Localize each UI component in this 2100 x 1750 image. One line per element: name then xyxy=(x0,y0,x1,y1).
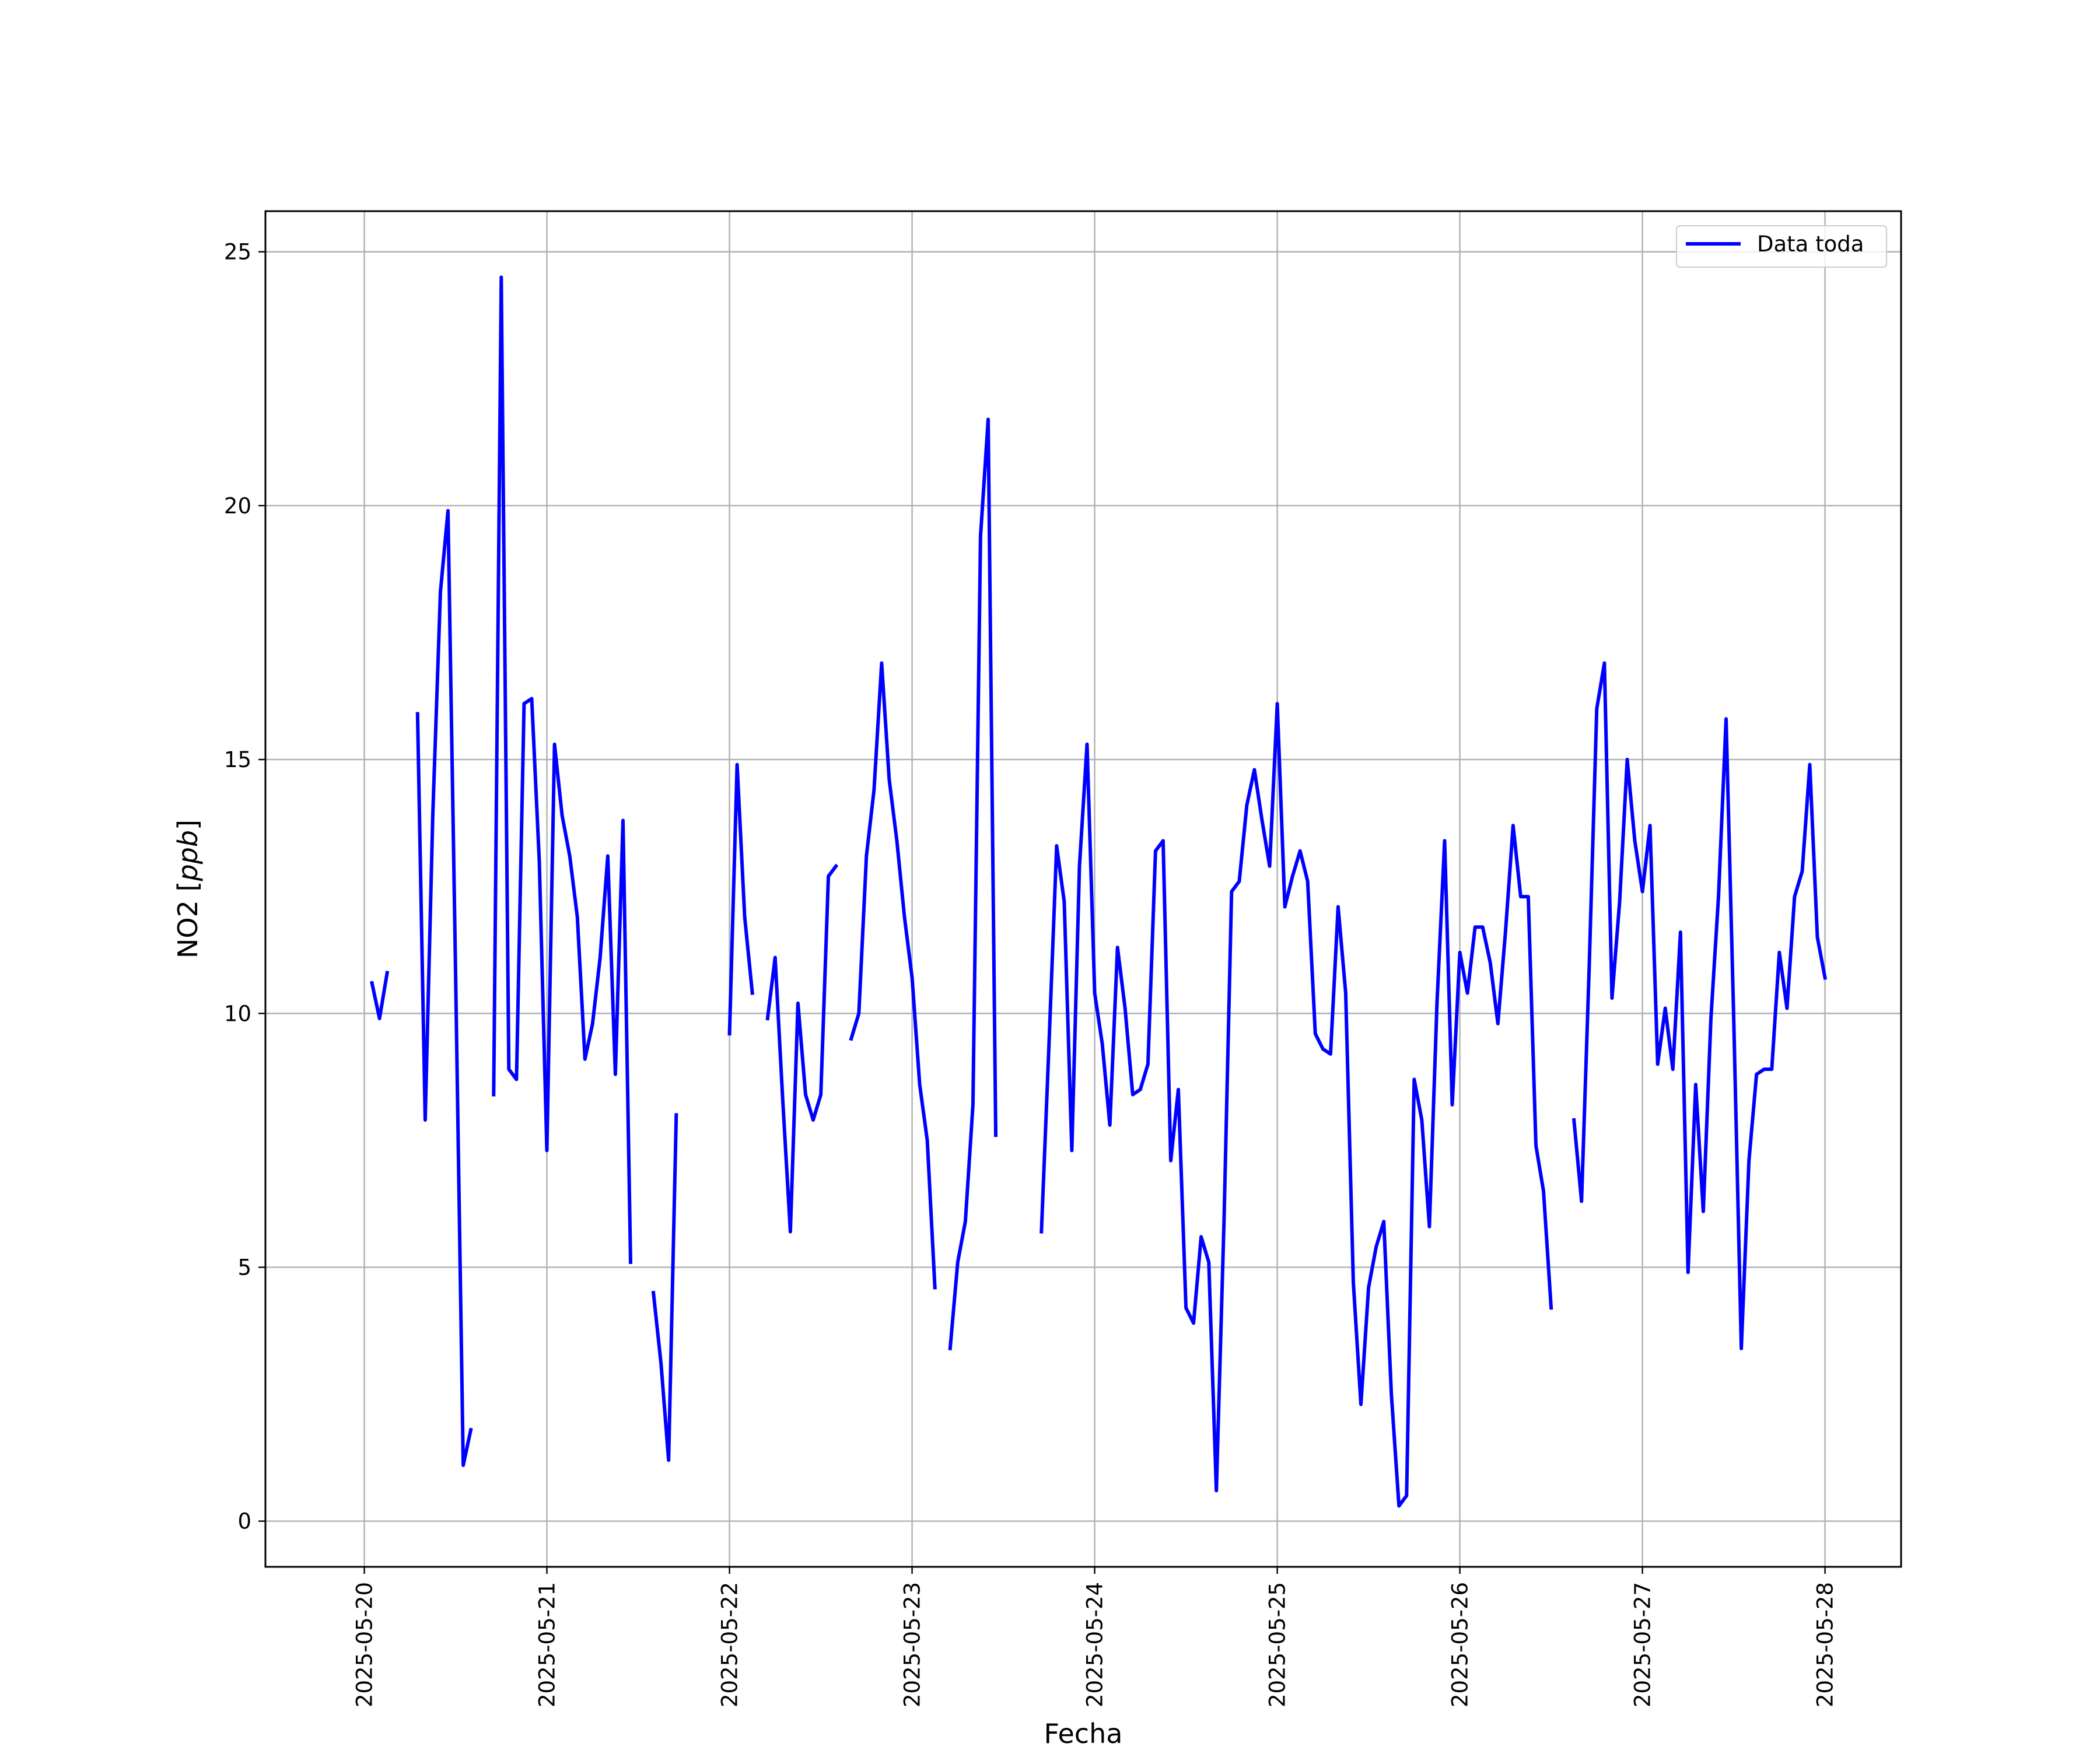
legend-label-data-toda: Data toda xyxy=(1757,232,1864,257)
y-tick-label: 15 xyxy=(224,747,251,772)
legend: Data toda xyxy=(1676,225,1887,268)
series-layer xyxy=(370,275,1828,1508)
y-axis-label-unit: ppb xyxy=(172,830,204,882)
legend-box xyxy=(1676,225,1887,268)
y-tick-label: 10 xyxy=(224,1001,251,1026)
x-tick-label: 2025-05-26 xyxy=(1448,1582,1473,1707)
y-tick-label: 20 xyxy=(224,494,251,519)
y-axis-label-text: NO2 xyxy=(172,892,204,959)
axes-frame xyxy=(264,210,1902,1568)
y-tick-label: 0 xyxy=(237,1509,251,1534)
x-tick-label: 2025-05-24 xyxy=(1083,1582,1108,1707)
y-axis-label-open-bracket: [ xyxy=(172,881,204,892)
y-axis-label: NO2 [ppb] xyxy=(172,820,204,958)
x-tick-label: 2025-05-22 xyxy=(718,1582,743,1707)
x-tick-label: 2025-05-21 xyxy=(535,1582,560,1707)
grid xyxy=(265,211,1901,1567)
y-axis-ticks: 0 5 10 15 20 25 xyxy=(224,240,265,1534)
x-axis-ticks: 2025-05-20 2025-05-21 2025-05-22 2025-05-23… xyxy=(352,1567,1838,1707)
x-tick-label: 2025-05-27 xyxy=(1630,1582,1656,1707)
x-tick-label: 2025-05-23 xyxy=(900,1582,925,1707)
y-tick-label: 25 xyxy=(224,240,251,265)
y-axis-label-close-bracket: ] xyxy=(172,820,204,830)
series-line-data-toda xyxy=(370,275,1828,1508)
x-axis-label: Fecha xyxy=(1044,1718,1123,1749)
x-tick-label: 2025-05-20 xyxy=(352,1582,377,1707)
y-tick-label: 5 xyxy=(237,1255,251,1280)
x-tick-label: 2025-05-28 xyxy=(1813,1582,1838,1707)
x-tick-label: 2025-05-25 xyxy=(1265,1582,1290,1707)
